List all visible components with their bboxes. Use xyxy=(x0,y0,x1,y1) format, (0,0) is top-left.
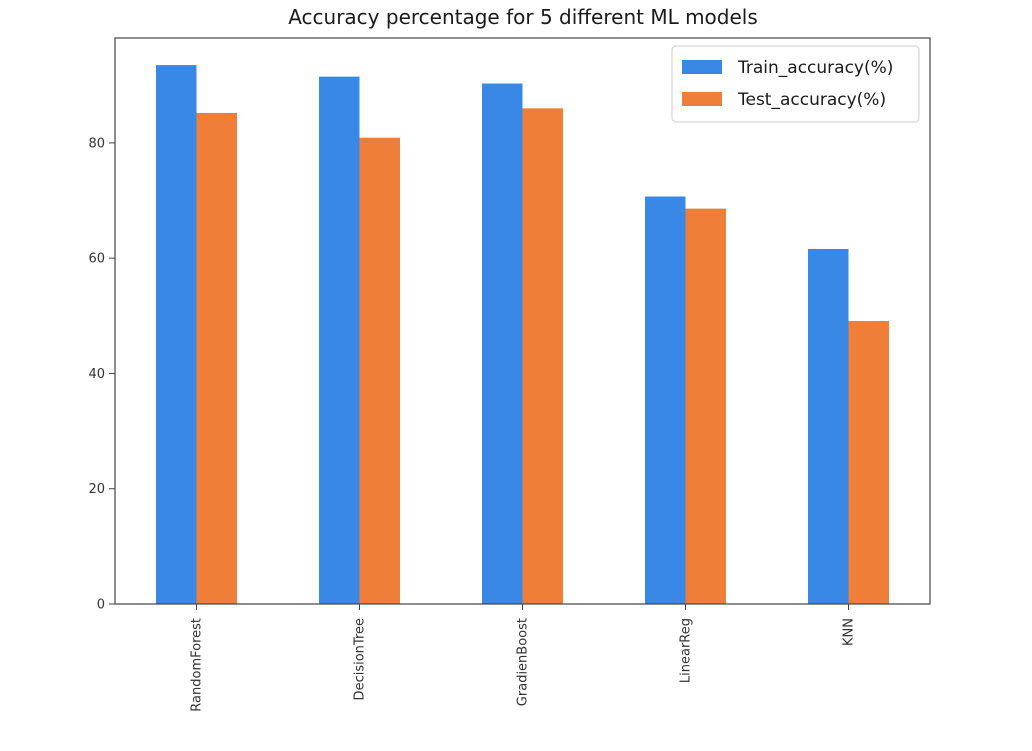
axes: 0 20 40 60 80 RandomForest DecisionTree Gradien… xyxy=(88,37,931,712)
y-tick-label: 20 xyxy=(88,482,105,497)
y-tick-label: 80 xyxy=(88,136,105,151)
bar-test-gradienboost xyxy=(522,108,563,604)
bar-train-randomforest xyxy=(156,65,197,605)
bar-test-knn xyxy=(848,321,889,604)
bar-train-gradienboost xyxy=(482,83,523,604)
x-tick-label: LinearReg xyxy=(679,618,694,683)
bar-test-randomforest xyxy=(196,112,237,605)
x-tick-label: RandomForest xyxy=(190,618,205,712)
x-tick-label: DecisionTree xyxy=(353,618,368,700)
legend-box xyxy=(671,45,920,123)
legend: Train_accuracy(%) Test_accuracy(%) xyxy=(671,45,920,123)
bar-test-decisiontree xyxy=(359,137,400,604)
y-tick-label: 0 xyxy=(97,598,105,613)
bar-test-linearreg xyxy=(685,208,726,605)
chart-title: Accuracy percentage for 5 different ML m… xyxy=(288,5,758,29)
bar-train-decisiontree xyxy=(319,76,360,605)
legend-label-test: Test_accuracy(%) xyxy=(737,90,886,110)
y-tick-label: 40 xyxy=(88,367,105,382)
legend-swatch-train xyxy=(682,60,722,74)
bar-train-knn xyxy=(808,248,849,604)
legend-swatch-test xyxy=(682,92,722,106)
x-tick-label: KNN xyxy=(842,618,857,646)
y-tick-label: 60 xyxy=(88,252,105,267)
bar-train-linearreg xyxy=(645,196,686,604)
legend-label-train: Train_accuracy(%) xyxy=(737,58,893,78)
x-tick-label: GradienBoost xyxy=(516,618,531,706)
plot-area xyxy=(156,65,889,605)
